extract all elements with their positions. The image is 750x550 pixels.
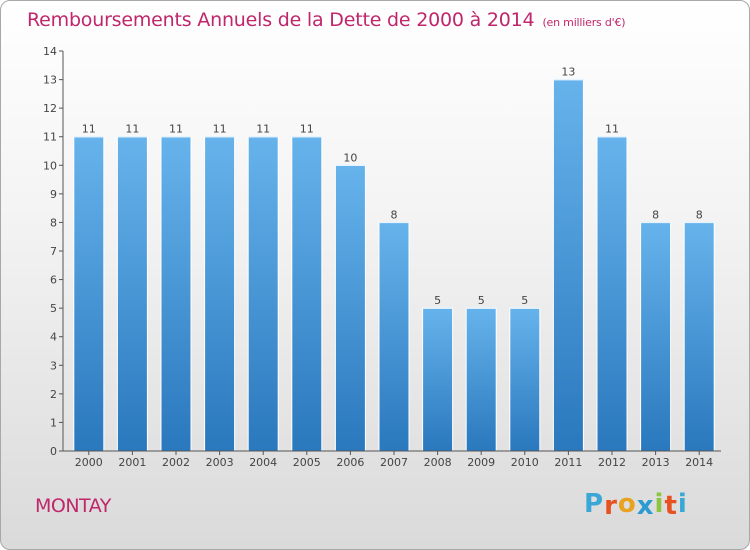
bar-2010 <box>509 307 541 452</box>
y-tick-label: 12 <box>43 102 57 115</box>
x-tick-label-2006: 2006 <box>336 456 364 469</box>
y-tick-label: 1 <box>50 416 57 429</box>
x-tick-label-2008: 2008 <box>424 456 452 469</box>
y-tick-label: 9 <box>50 188 57 201</box>
data-label-2010: 5 <box>521 294 528 307</box>
bar-2014 <box>683 221 715 452</box>
x-tick-label-2002: 2002 <box>162 456 190 469</box>
bars: 11 11 11 11 11 11 10 8 5 5 5 13 11 8 8 <box>73 66 715 452</box>
bar-2013 <box>640 221 672 452</box>
data-label-2005: 11 <box>300 123 314 136</box>
x-tick-label-2014: 2014 <box>685 456 713 469</box>
data-label-2012: 11 <box>605 123 619 136</box>
bar-2000 <box>73 136 105 452</box>
logo-letter: i <box>677 489 688 519</box>
data-label-2009: 5 <box>478 294 485 307</box>
y-tick-label: 8 <box>50 216 57 229</box>
chart-title: Remboursements Annuels de la Dette de 20… <box>27 9 626 31</box>
data-label-2014: 8 <box>696 208 703 221</box>
data-label-2007: 8 <box>391 208 398 221</box>
x-tick-label-2007: 2007 <box>380 456 408 469</box>
data-label-2004: 11 <box>256 123 270 136</box>
y-tick-label: 13 <box>43 74 57 87</box>
x-tick-label-2009: 2009 <box>467 456 495 469</box>
data-label-2006: 10 <box>343 151 357 164</box>
logo-letter: r <box>604 491 618 521</box>
bar-2009 <box>465 307 497 452</box>
logo-letter: o <box>617 489 637 519</box>
y-tick-label: 5 <box>50 302 57 315</box>
y-tick-label: 7 <box>50 245 57 258</box>
logo-letter: P <box>584 489 605 519</box>
data-label-2002: 11 <box>169 123 183 136</box>
x-tick-label-2012: 2012 <box>598 456 626 469</box>
data-label-2001: 11 <box>125 123 139 136</box>
data-label-2013: 8 <box>652 208 659 221</box>
bar-2003 <box>204 136 236 452</box>
x-tick-label-2000: 2000 <box>75 456 103 469</box>
x-tick-label-2010: 2010 <box>511 456 539 469</box>
bar-2006 <box>334 164 366 452</box>
y-tick-label: 4 <box>50 331 57 344</box>
logo-letter: t <box>664 491 678 521</box>
bar-2011 <box>552 79 584 452</box>
x-tick-label-2001: 2001 <box>118 456 146 469</box>
bar-2001 <box>116 136 148 452</box>
data-label-2003: 11 <box>213 123 227 136</box>
y-tick-label: 3 <box>50 359 57 372</box>
bar-2005 <box>291 136 323 452</box>
y-tick-label: 11 <box>43 131 57 144</box>
chart-title-text: Remboursements Annuels de la Dette de 20… <box>27 9 535 31</box>
logo-letter: x <box>636 491 655 521</box>
chart-unit: (en milliers d'€) <box>542 16 626 29</box>
y-tick-label: 6 <box>50 274 57 287</box>
x-tick-label-2005: 2005 <box>293 456 321 469</box>
proxiti-logo: Proxiti <box>584 489 688 521</box>
data-label-2000: 11 <box>82 123 96 136</box>
data-label-2008: 5 <box>434 294 441 307</box>
y-tick-label: 14 <box>43 45 57 58</box>
x-tick-label-2003: 2003 <box>206 456 234 469</box>
x-tick-label-2011: 2011 <box>554 456 582 469</box>
y-tick-label: 2 <box>50 388 57 401</box>
x-tick-label-2004: 2004 <box>249 456 277 469</box>
commune-name: MONTAY <box>35 495 111 517</box>
logo-letter: i <box>654 489 665 519</box>
x-axis: 2000 2001 2002 2003 2004 2005 2006 2007 2008 2009… <box>63 450 721 469</box>
y-tick-label: 0 <box>50 445 57 458</box>
bar-2007 <box>378 221 410 452</box>
data-label-2011: 13 <box>561 66 575 79</box>
bar-2012 <box>596 136 628 452</box>
bar-2004 <box>247 136 279 452</box>
bar-2002 <box>160 136 192 452</box>
y-tick-label: 10 <box>43 159 57 172</box>
x-tick-label-2013: 2013 <box>642 456 670 469</box>
bar-2008 <box>422 307 454 452</box>
